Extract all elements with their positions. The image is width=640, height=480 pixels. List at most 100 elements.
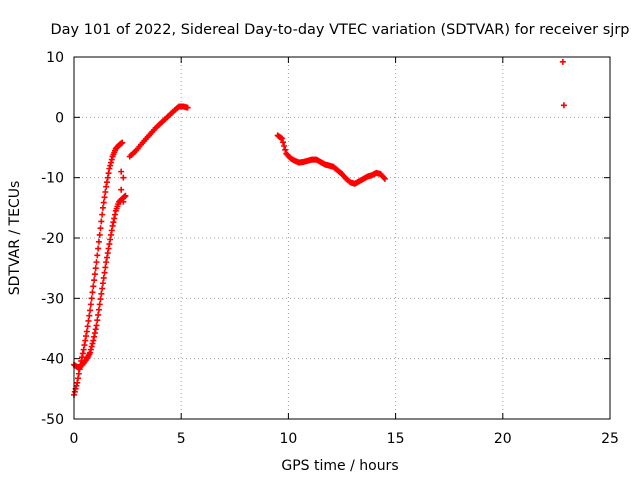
- data-point: [99, 204, 106, 211]
- data-point: [89, 340, 96, 347]
- data-point: [108, 227, 115, 234]
- y-tick-label: -10: [41, 171, 64, 187]
- data-point: [99, 280, 106, 287]
- data-point: [95, 245, 102, 252]
- data-point: [111, 215, 118, 222]
- data-point: [95, 306, 102, 313]
- data-point: [98, 218, 105, 225]
- data-point: [110, 219, 117, 226]
- data-point: [105, 170, 112, 177]
- data-point: [120, 198, 127, 205]
- data-point: [88, 343, 95, 350]
- data-point: [112, 211, 119, 218]
- data-point: [99, 211, 106, 218]
- data-point: [79, 350, 86, 357]
- x-tick-label: 5: [177, 431, 186, 447]
- data-point: [74, 379, 81, 386]
- data-point: [103, 179, 110, 186]
- data-point: [97, 225, 104, 232]
- data-point: [97, 296, 104, 303]
- data-point: [92, 265, 99, 272]
- data-point: [86, 312, 93, 319]
- data-point: [79, 354, 86, 361]
- data-point: [85, 317, 92, 324]
- data-point: [89, 289, 96, 296]
- data-point: [559, 58, 566, 65]
- data-point: [119, 139, 126, 146]
- data-point: [101, 194, 108, 201]
- data-point: [75, 375, 82, 382]
- data-point: [104, 250, 111, 257]
- y-tick-label: -20: [41, 231, 64, 247]
- data-point: [71, 388, 78, 395]
- y-tick-label: 10: [46, 50, 64, 66]
- data-point: [109, 222, 116, 229]
- data-point: [106, 165, 113, 172]
- data-point: [81, 342, 88, 349]
- data-point: [184, 104, 191, 111]
- data-point: [90, 283, 97, 290]
- x-tick-label: 0: [70, 431, 79, 447]
- data-point: [91, 277, 98, 284]
- data-point: [118, 168, 125, 175]
- data-point: [87, 349, 94, 356]
- data-point: [87, 346, 94, 353]
- data-point: [107, 231, 114, 238]
- data-point: [100, 199, 107, 206]
- data-point: [107, 236, 114, 243]
- data-point: [102, 264, 109, 271]
- data-points: [71, 58, 567, 398]
- data-point: [101, 269, 108, 276]
- data-point: [106, 241, 113, 248]
- chart-title: Day 101 of 2022, Sidereal Day-to-day VTE…: [50, 22, 629, 38]
- data-point: [93, 322, 100, 329]
- data-point: [96, 231, 103, 238]
- data-point: [122, 192, 129, 199]
- data-point: [381, 175, 388, 182]
- data-point: [91, 333, 98, 340]
- data-point: [103, 183, 110, 190]
- data-point: [93, 259, 100, 266]
- x-tick-labels: 0 5 10 15 20 25: [70, 431, 619, 447]
- data-point: [83, 328, 90, 335]
- x-axis-label: GPS time / hours: [281, 458, 398, 474]
- data-point: [282, 146, 289, 153]
- data-point: [82, 337, 89, 344]
- data-point: [100, 274, 107, 281]
- data-point: [118, 186, 125, 193]
- data-point: [103, 254, 110, 261]
- data-point: [91, 271, 98, 278]
- data-point: [104, 174, 111, 181]
- y-tick-label: 0: [55, 110, 64, 126]
- data-point: [95, 238, 102, 245]
- data-point: [280, 139, 287, 146]
- data-point: [108, 156, 115, 163]
- data-point: [281, 142, 288, 149]
- data-point: [87, 307, 94, 314]
- data-point: [120, 174, 127, 181]
- axis-ticks: [73, 56, 611, 420]
- data-point: [94, 252, 101, 259]
- data-point: [92, 326, 99, 333]
- data-point: [80, 346, 87, 353]
- x-tick-label: 20: [494, 431, 512, 447]
- data-point: [107, 159, 114, 166]
- y-tick-label: -40: [41, 352, 64, 368]
- data-point: [95, 311, 102, 318]
- data-point: [98, 290, 105, 297]
- data-point: [103, 259, 110, 266]
- y-tick-label: -50: [41, 412, 64, 428]
- data-point: [107, 162, 114, 169]
- data-point: [96, 301, 103, 308]
- data-point: [91, 330, 98, 337]
- data-point: [102, 188, 109, 195]
- y-tick-labels: -50 -40 -30 -20 -10 0 10: [41, 50, 64, 428]
- data-point: [278, 135, 285, 142]
- data-point: [75, 370, 82, 377]
- data-point: [90, 337, 97, 344]
- data-point: [83, 333, 90, 340]
- grid-lines: [74, 57, 610, 419]
- data-point: [88, 295, 95, 302]
- x-tick-label: 10: [279, 431, 297, 447]
